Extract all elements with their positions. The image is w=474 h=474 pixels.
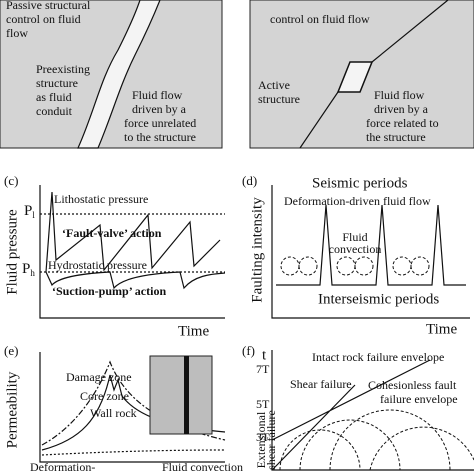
label: shear failure xyxy=(264,410,278,470)
label: Wall rock xyxy=(90,406,137,420)
fault xyxy=(299,0,449,149)
title-line: Passive structural xyxy=(6,0,91,12)
fault-valve-curve xyxy=(45,191,221,273)
mohr-circles xyxy=(279,409,474,471)
y-axis-label: Fluid pressure xyxy=(4,209,20,295)
label: Fluid convection xyxy=(162,460,243,474)
panel-a-title: Passive structural control on fluid flow xyxy=(6,0,91,40)
panel-label: (f) xyxy=(242,343,255,358)
label: structure xyxy=(36,76,78,90)
suction-pump-curve xyxy=(45,271,226,290)
x-axis-label: Time xyxy=(426,321,457,337)
ph-subscript: h xyxy=(30,268,35,278)
label: force related to xyxy=(366,116,439,130)
panel-label: (d) xyxy=(242,173,257,188)
label: Fluid flow xyxy=(132,88,183,102)
axes xyxy=(271,185,470,319)
pl-subscript: l xyxy=(32,210,35,220)
label: conduit xyxy=(36,104,73,118)
label: ‘Fault-valve’ action xyxy=(62,226,162,240)
label: driven by a xyxy=(132,102,187,116)
label: Lithostatic pressure xyxy=(54,192,148,206)
label: Deformation-driven fluid flow xyxy=(284,194,431,208)
panel-label: (c) xyxy=(4,173,18,188)
label: structure xyxy=(258,92,300,106)
label: convection xyxy=(329,242,382,256)
fluid-conduit xyxy=(77,0,161,149)
label: Deformation- xyxy=(30,460,95,474)
y-axis-label: Faulting intensity xyxy=(249,197,265,303)
envelopes xyxy=(271,359,431,471)
label: Core zone xyxy=(80,389,129,403)
title-line: flow xyxy=(6,26,28,40)
label: Fluid flow xyxy=(374,88,425,102)
label: Damage zone xyxy=(66,370,132,384)
inset-core xyxy=(184,356,189,434)
tick-label: 3T xyxy=(256,430,270,444)
label: the structure xyxy=(366,130,426,144)
pl: Pl xyxy=(24,203,35,220)
label: as fluid xyxy=(36,90,72,104)
axes xyxy=(39,352,225,463)
panel-b-box xyxy=(249,0,474,149)
label: Interseismic periods xyxy=(318,291,439,307)
label: force unrelated xyxy=(124,116,196,130)
label: ‘Suction-pump’ action xyxy=(52,284,166,298)
ph: Ph xyxy=(22,261,35,278)
axes xyxy=(271,350,474,471)
label: to the structure xyxy=(124,130,196,144)
x-axis-label: Time xyxy=(178,323,209,339)
label: Seismic periods xyxy=(312,175,408,191)
tick-label: 5T xyxy=(256,397,270,411)
label: Preexisting xyxy=(36,62,90,76)
y-axis-label: Permeability xyxy=(4,371,20,448)
label: Fluid xyxy=(342,230,367,244)
inset xyxy=(149,355,213,435)
axis-label: t xyxy=(262,347,267,363)
tick-label: 7T xyxy=(256,362,270,376)
wall-curve xyxy=(41,449,226,456)
label: Active xyxy=(258,78,290,92)
label: Shear failure xyxy=(290,377,352,391)
label: Intact rock failure envelope xyxy=(312,350,444,364)
label: Hydrostatic pressure xyxy=(48,258,147,272)
title-line: control on fluid flow xyxy=(270,12,370,26)
convection-cells xyxy=(280,256,430,276)
label: Cohesionless fault xyxy=(368,378,457,392)
pl-symbol: P xyxy=(24,203,32,219)
intensity-curve xyxy=(276,204,466,286)
active-structure xyxy=(336,61,374,93)
ph-symbol: P xyxy=(22,261,30,277)
title-line: control on fluid xyxy=(6,12,81,26)
label: failure envelope xyxy=(380,392,458,406)
panel-label: (e) xyxy=(4,343,18,358)
axes xyxy=(39,185,225,319)
label: driven by a xyxy=(374,102,429,116)
label: Extensional xyxy=(254,411,268,468)
